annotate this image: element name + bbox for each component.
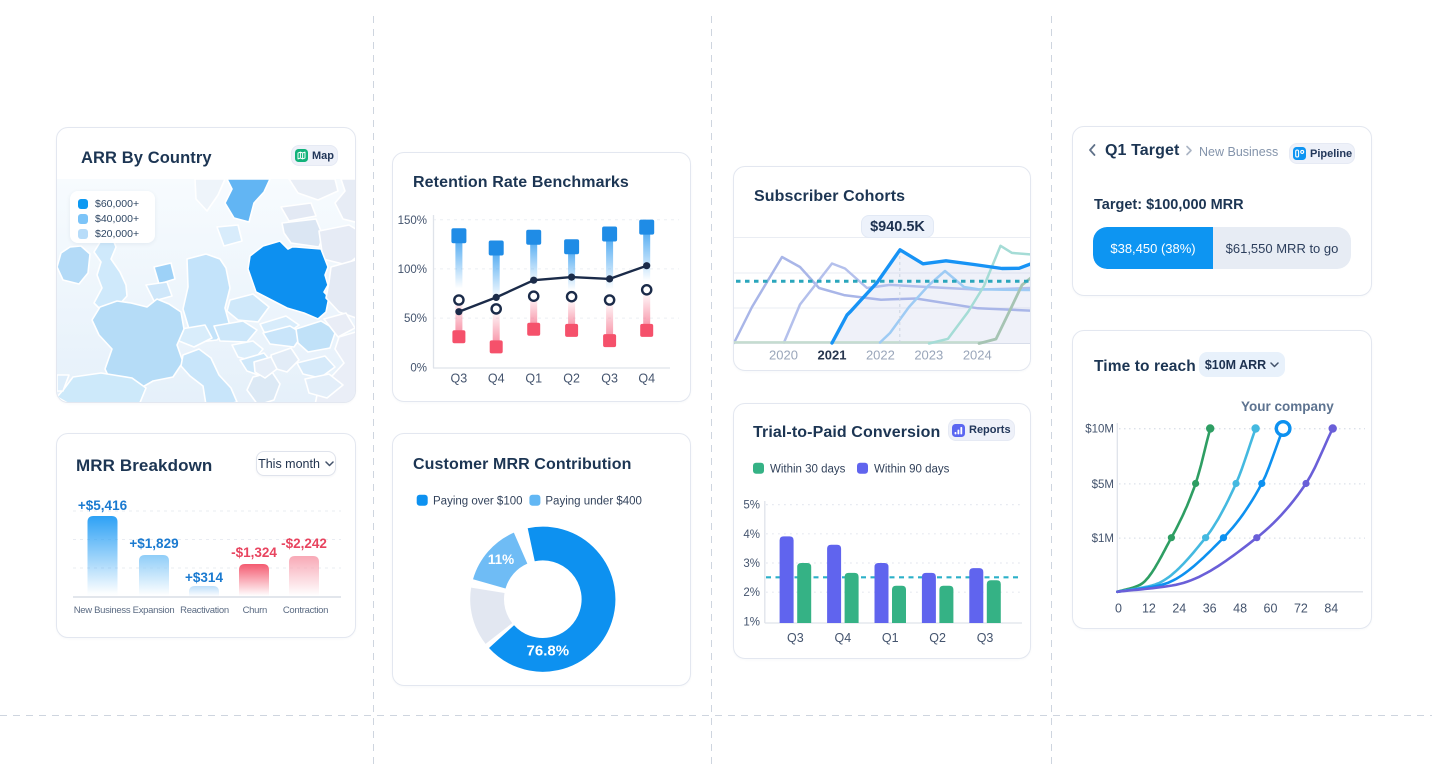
svg-text:Expansion: Expansion [133, 605, 175, 616]
svg-text:2022: 2022 [866, 348, 895, 363]
svg-text:$1M: $1M [1092, 533, 1114, 545]
svg-text:5%: 5% [743, 500, 760, 512]
svg-text:84: 84 [1324, 602, 1338, 616]
svg-text:+$1,829: +$1,829 [129, 536, 178, 551]
svg-text:50%: 50% [404, 313, 427, 325]
svg-text:1%: 1% [743, 616, 760, 628]
svg-text:Q3: Q3 [787, 631, 804, 645]
svg-text:Q2: Q2 [929, 631, 946, 645]
svg-text:Contraction: Contraction [283, 605, 328, 616]
svg-text:2024: 2024 [963, 348, 992, 363]
svg-text:0%: 0% [410, 362, 427, 374]
svg-text:Q1: Q1 [882, 631, 899, 645]
svg-text:Reactivation: Reactivation [180, 605, 229, 616]
svg-text:-$2,242: -$2,242 [281, 536, 327, 551]
svg-text:36: 36 [1203, 602, 1217, 616]
svg-text:60: 60 [1264, 602, 1278, 616]
svg-text:2021: 2021 [818, 348, 847, 363]
svg-text:+$5,416: +$5,416 [78, 498, 128, 513]
svg-text:Q4: Q4 [835, 631, 852, 645]
svg-text:$5M: $5M [1092, 479, 1114, 491]
svg-text:Q3: Q3 [451, 372, 468, 386]
svg-text:Q1: Q1 [525, 372, 542, 386]
svg-text:76.8%: 76.8% [527, 643, 570, 660]
svg-text:2023: 2023 [914, 348, 943, 363]
svg-text:New Business: New Business [74, 605, 131, 616]
svg-text:Within 30 days: Within 30 days [770, 464, 846, 476]
svg-text:4%: 4% [743, 529, 760, 541]
svg-text:Q4: Q4 [488, 372, 505, 386]
svg-text:Q3: Q3 [977, 631, 994, 645]
svg-text:Paying over $100: Paying over $100 [433, 496, 523, 508]
svg-text:Q4: Q4 [638, 372, 655, 386]
svg-text:0: 0 [1115, 602, 1122, 616]
svg-text:Within 90 days: Within 90 days [874, 464, 950, 476]
svg-text:2020: 2020 [769, 348, 798, 363]
svg-text:Churn: Churn [243, 605, 267, 616]
svg-text:72: 72 [1294, 602, 1308, 616]
svg-text:Q2: Q2 [563, 372, 580, 386]
svg-text:3%: 3% [743, 558, 760, 570]
svg-text:$10M: $10M [1085, 424, 1114, 436]
svg-text:11%: 11% [488, 552, 514, 567]
svg-text:12: 12 [1142, 602, 1156, 616]
svg-text:-$1,324: -$1,324 [231, 545, 277, 560]
svg-text:2%: 2% [743, 587, 760, 599]
svg-text:Q3: Q3 [601, 372, 618, 386]
svg-text:Paying under $400: Paying under $400 [545, 496, 642, 508]
svg-text:24: 24 [1172, 602, 1186, 616]
svg-text:150%: 150% [398, 215, 427, 227]
svg-text:100%: 100% [398, 264, 427, 276]
svg-text:48: 48 [1233, 602, 1247, 616]
svg-text:+$314: +$314 [185, 570, 223, 585]
